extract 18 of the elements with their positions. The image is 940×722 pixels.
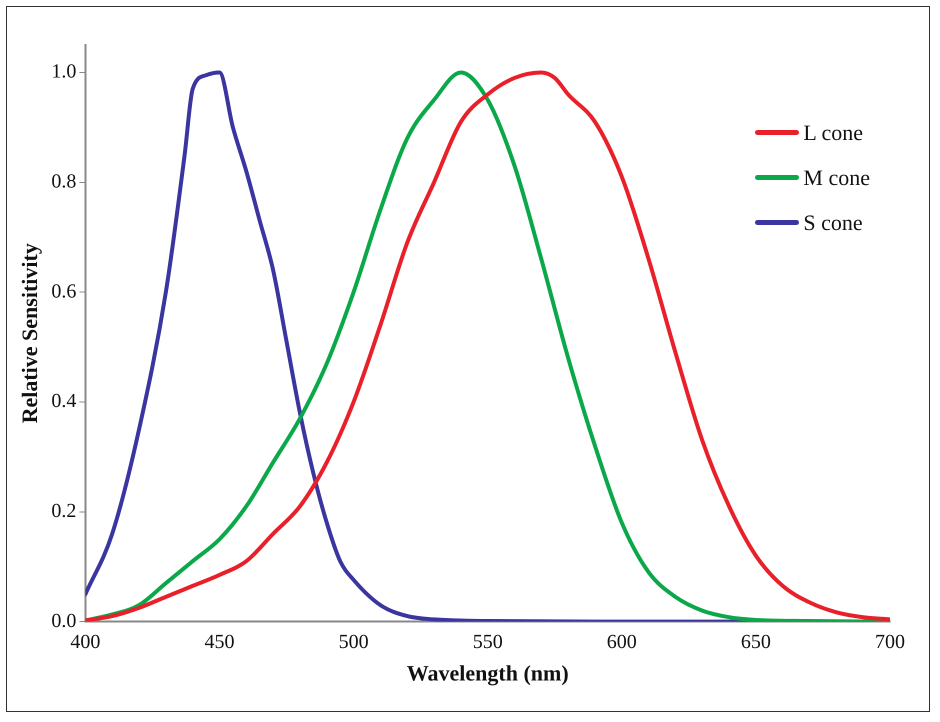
x-tick-label: 550: [472, 630, 503, 653]
legend-label: S cone: [803, 210, 863, 236]
x-axis-title: Wavelength (nm): [406, 660, 569, 686]
legend-label: L cone: [803, 120, 864, 146]
y-tick-label: 0.8: [51, 170, 76, 193]
x-tick-label: 600: [606, 630, 637, 653]
x-tick-label: 400: [70, 630, 100, 653]
y-tick-label: 0.4: [51, 390, 76, 412]
x-tick-label: 500: [338, 630, 369, 653]
y-tick-label: 0.2: [51, 500, 76, 522]
y-axis-title: Relative Sensitivity: [16, 243, 42, 424]
x-tick-label: 700: [875, 630, 905, 653]
y-tick-label: 1.0: [51, 60, 76, 83]
x-tick-label: 650: [740, 630, 771, 653]
y-tick-label: 0.6: [51, 280, 76, 302]
x-tick-label: 450: [204, 630, 234, 653]
y-tick-label: 0.0: [51, 610, 76, 632]
legend-label: M cone: [803, 164, 870, 190]
